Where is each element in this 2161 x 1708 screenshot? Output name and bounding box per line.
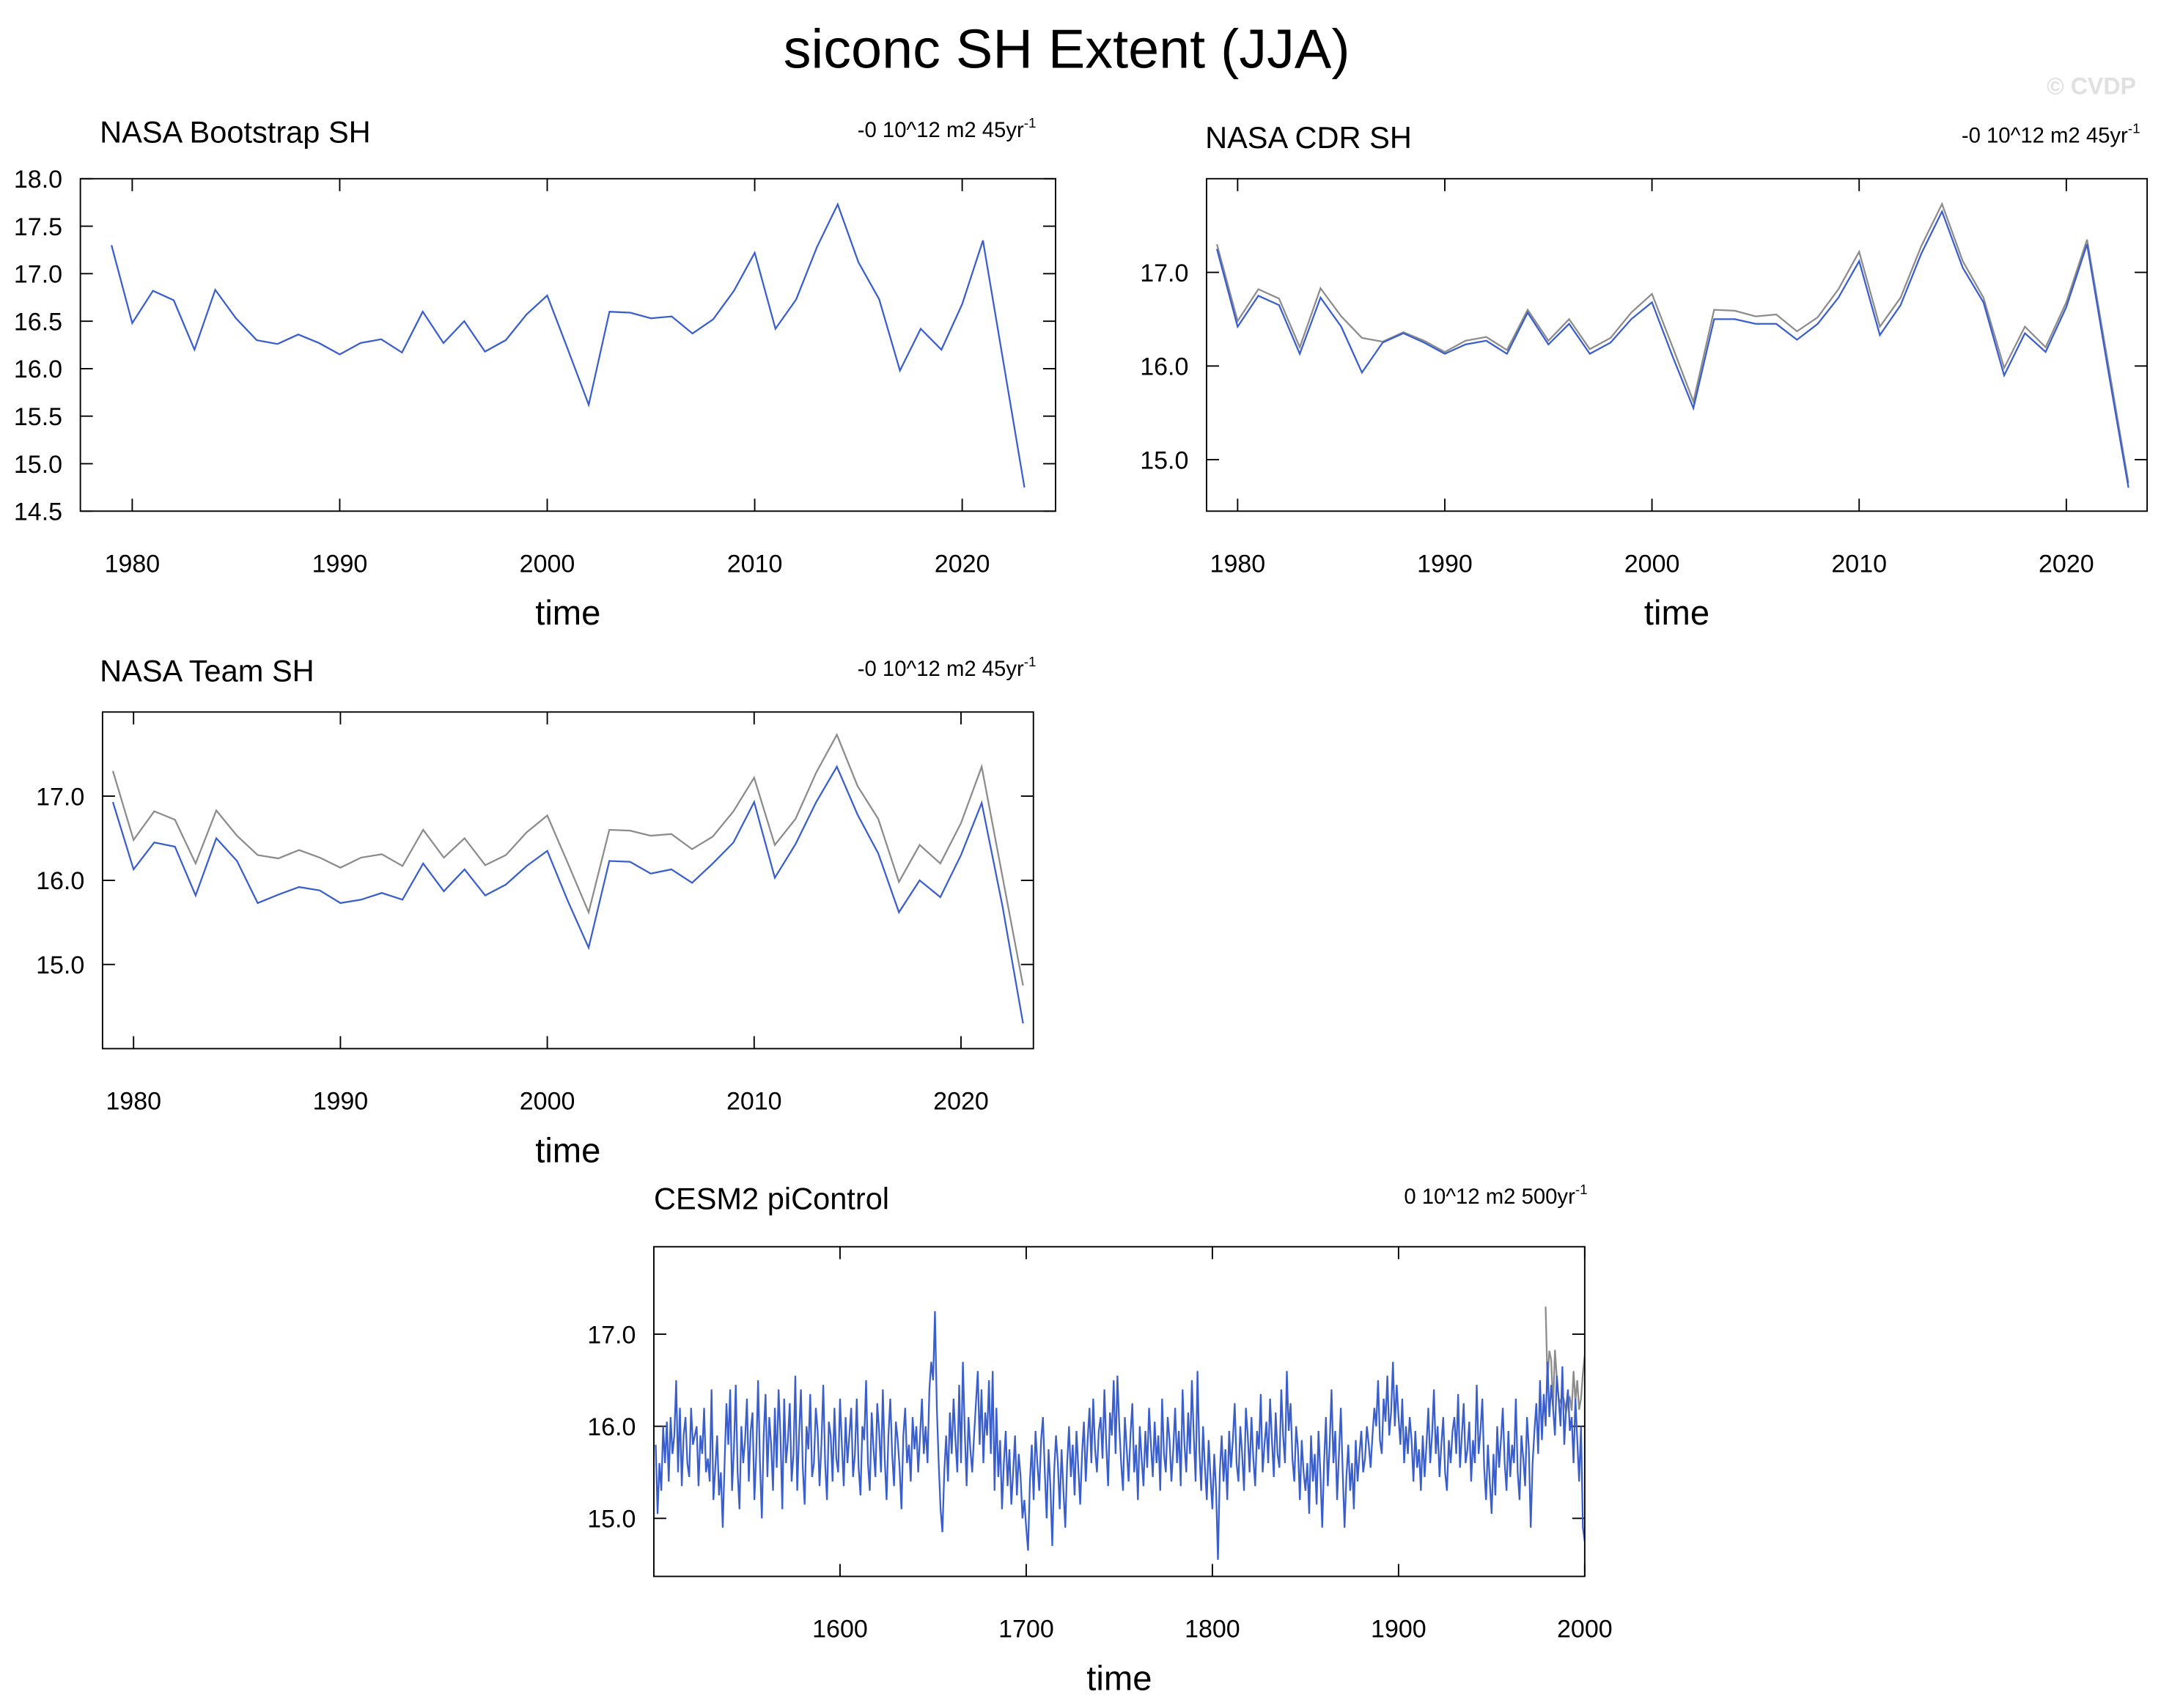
x-tick-label: 2020	[2039, 550, 2094, 578]
x-tick-label: 1700	[998, 1616, 1054, 1643]
x-tick-label: 1990	[1417, 550, 1473, 578]
series-line	[1216, 202, 2129, 484]
figure-title: siconc SH Extent (JJA)	[784, 19, 1350, 81]
y-tick-label: 16.0	[1140, 353, 1188, 381]
panel: NASA Bootstrap SH -0 10^12 m2 45yr-1 time 1…	[14, 115, 1056, 633]
x-tick-label: 1980	[106, 1088, 161, 1116]
panel-title: NASA CDR SH	[1205, 120, 1412, 155]
x-tick-label: 1600	[812, 1616, 868, 1643]
x-tick-label: 1980	[1210, 550, 1266, 578]
plot-frame	[79, 177, 1056, 512]
series-line	[111, 202, 1026, 488]
y-tick-label: 16.0	[36, 867, 84, 895]
x-tick-label: 2010	[727, 550, 783, 578]
y-tick-label: 15.0	[587, 1506, 636, 1534]
trend-label: -0 10^12 m2 45yr-1	[1962, 121, 2140, 147]
y-tick-label: 15.5	[14, 403, 62, 431]
x-tick-label: 2000	[1624, 550, 1680, 578]
x-axis-label: time	[535, 1131, 600, 1170]
x-tick-label: 2020	[933, 1088, 989, 1116]
x-axis-label: time	[1086, 1659, 1152, 1698]
y-tick-label: 17.0	[587, 1321, 636, 1349]
x-tick-label: 2000	[520, 1088, 575, 1116]
y-tick-label: 17.5	[14, 213, 62, 241]
y-tick-label: 16.0	[587, 1413, 636, 1441]
x-axis-label: time	[535, 594, 600, 633]
plot-frame	[1206, 177, 2149, 512]
y-tick-label: 15.0	[14, 451, 62, 479]
trend-exponent: -1	[1575, 1182, 1588, 1198]
x-tick-label: 1990	[313, 1088, 369, 1116]
trend-exponent: -1	[1024, 116, 1037, 131]
x-tick-label: 2010	[726, 1088, 782, 1116]
panel-title: NASA Bootstrap SH	[100, 115, 371, 150]
trend-label: 0 10^12 m2 500yr-1	[1404, 1182, 1587, 1209]
x-tick-label: 1990	[312, 550, 368, 578]
trend-text: -0 10^12 m2 45yr	[858, 118, 1024, 142]
series-line	[1545, 1306, 1585, 1413]
x-tick-label: 2010	[1831, 550, 1887, 578]
trend-label: -0 10^12 m2 45yr-1	[858, 116, 1037, 142]
panel: NASA Team SH -0 10^12 m2 45yr-1 time 1980 19…	[36, 654, 1036, 1171]
y-tick-label: 15.0	[1140, 446, 1188, 474]
panel-title: CESM2 piControl	[654, 1182, 889, 1216]
x-tick-label: 2000	[520, 550, 575, 578]
y-tick-label: 17.0	[36, 783, 84, 811]
trend-label: -0 10^12 m2 45yr-1	[858, 655, 1037, 681]
series-line	[655, 1311, 1585, 1560]
watermark: © CVDP	[2047, 73, 2136, 99]
series-line	[111, 765, 1024, 1024]
trend-exponent: -1	[1024, 655, 1037, 670]
trend-text: 0 10^12 m2 500yr	[1404, 1185, 1575, 1209]
x-tick-label: 1800	[1185, 1616, 1240, 1643]
panel: NASA CDR SH -0 10^12 m2 45yr-1 time 1980 199…	[1140, 120, 2149, 633]
panel-title: NASA Team SH	[100, 654, 314, 688]
y-tick-label: 17.0	[14, 261, 62, 289]
y-tick-label: 17.0	[1140, 259, 1188, 287]
series-line	[111, 732, 1024, 986]
series-line	[1216, 209, 2129, 488]
y-tick-label: 16.5	[14, 308, 62, 336]
x-axis-label: time	[1644, 594, 1709, 633]
y-tick-label: 16.0	[14, 356, 62, 383]
x-tick-label: 1980	[105, 550, 161, 578]
plot-frame	[653, 1245, 1586, 1578]
trend-exponent: -1	[2128, 121, 2140, 136]
panel: CESM2 piControl 0 10^12 m2 500yr-1 time 160…	[587, 1182, 1613, 1698]
plot-frame	[101, 711, 1034, 1050]
x-tick-label: 1900	[1371, 1616, 1426, 1643]
x-tick-label: 2000	[1557, 1616, 1613, 1643]
x-tick-label: 2020	[935, 550, 990, 578]
y-tick-label: 15.0	[36, 951, 84, 979]
y-tick-label: 14.5	[14, 498, 62, 526]
y-tick-label: 18.0	[14, 166, 62, 194]
trend-text: -0 10^12 m2 45yr	[858, 657, 1024, 681]
trend-text: -0 10^12 m2 45yr	[1962, 124, 2128, 148]
